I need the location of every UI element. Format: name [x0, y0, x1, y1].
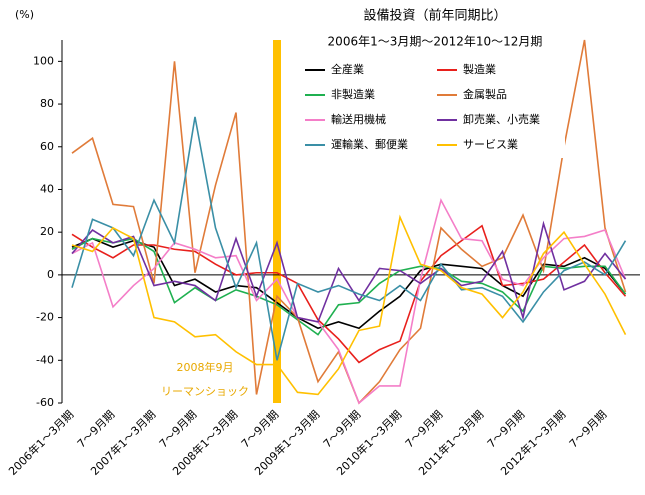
- x-tick-label: 2006年1～3月期: [6, 407, 77, 478]
- legend-label: 製造業: [463, 62, 496, 76]
- legend-box: [297, 58, 565, 158]
- x-tick-label: 7～9月期: [239, 408, 281, 450]
- series-line: [71, 237, 627, 336]
- y-axis-label: (%): [15, 8, 34, 21]
- annotation: リーマンショック: [161, 385, 249, 398]
- legend-label: 運輸業、郵便業: [331, 137, 408, 151]
- event-band: [273, 40, 281, 403]
- series-line: [71, 116, 627, 361]
- annotation: 2008年9月: [177, 360, 234, 374]
- x-tick-label: 7～9月期: [403, 408, 445, 450]
- y-tick-label: -60: [36, 396, 54, 409]
- y-tick-label: 20: [40, 225, 54, 238]
- chart-title: 設備投資（前年同期比）: [363, 8, 506, 24]
- series-line: [71, 220, 627, 323]
- y-tick-label: -40: [36, 353, 54, 366]
- y-tick-label: 0: [47, 268, 54, 281]
- legend-label: 卸売業、小売業: [463, 112, 540, 126]
- x-tick-label: 7～9月期: [567, 408, 609, 450]
- y-tick-label: -20: [36, 311, 54, 324]
- y-tick-label: 40: [40, 182, 54, 195]
- x-tick-label: 7～9月期: [157, 408, 199, 450]
- y-tick-label: 100: [33, 54, 54, 67]
- legend-label: 金属製品: [463, 87, 507, 101]
- legend-label: 非製造業: [331, 87, 375, 101]
- y-tick-label: 80: [40, 97, 54, 110]
- x-tick-label: 7～9月期: [485, 408, 527, 450]
- chart-subtitle: 2006年1～3月期～2012年10～12月期: [328, 35, 543, 49]
- x-tick-label: 7～9月期: [75, 408, 117, 450]
- series-line: [71, 237, 627, 330]
- y-tick-label: 60: [40, 140, 54, 153]
- x-tick-label: 7～9月期: [321, 408, 363, 450]
- legend-label: 輸送用機械: [331, 112, 386, 126]
- series-line: [71, 214, 627, 396]
- legend-label: サービス業: [463, 138, 518, 151]
- legend-label: 全産業: [331, 62, 364, 76]
